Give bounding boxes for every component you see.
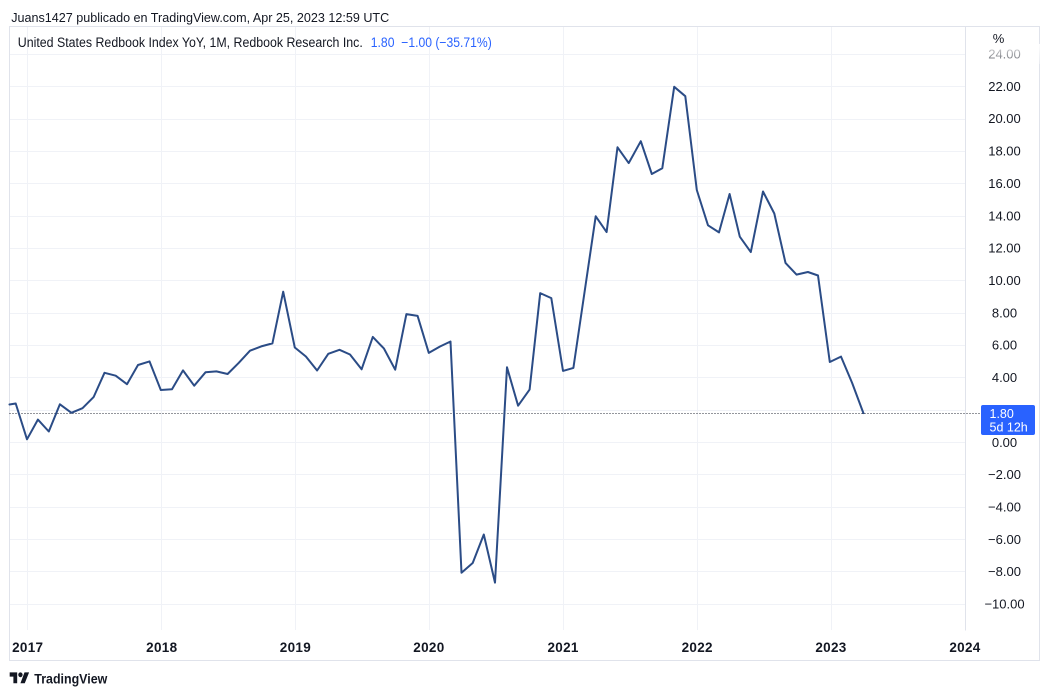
svg-text:−6.00: −6.00	[988, 532, 1021, 547]
svg-text:4.00: 4.00	[992, 370, 1017, 385]
svg-text:5d 12h: 5d 12h	[990, 421, 1028, 435]
svg-text:−8.00: −8.00	[988, 564, 1021, 579]
svg-text:18.00: 18.00	[988, 144, 1021, 159]
svg-text:2017: 2017	[12, 640, 43, 655]
svg-text:16.00: 16.00	[988, 176, 1021, 191]
svg-text:14.00: 14.00	[988, 208, 1021, 223]
svg-text:10.00: 10.00	[988, 273, 1021, 288]
svg-text:1.80: 1.80	[990, 407, 1014, 421]
svg-text:2018: 2018	[146, 640, 177, 655]
svg-text:6.00: 6.00	[992, 338, 1017, 353]
svg-text:12.00: 12.00	[988, 241, 1021, 256]
svg-text:United States Redbook Index Yo: United States Redbook Index YoY, 1M, Red…	[18, 35, 363, 50]
svg-text:2020: 2020	[413, 640, 444, 655]
svg-text:2023: 2023	[815, 640, 846, 655]
svg-text:−2.00: −2.00	[988, 467, 1021, 482]
svg-text:0.00: 0.00	[992, 435, 1017, 450]
svg-text:2022: 2022	[682, 640, 713, 655]
svg-text:2021: 2021	[547, 640, 578, 655]
svg-text:−4.00: −4.00	[988, 500, 1021, 515]
svg-text:1.80 −1.00 (−35.71%): 1.80 −1.00 (−35.71%)	[371, 35, 492, 50]
svg-text:22.00: 22.00	[988, 79, 1021, 94]
svg-text:%: %	[993, 31, 1005, 46]
svg-text:20.00: 20.00	[988, 111, 1021, 126]
svg-text:2019: 2019	[280, 640, 311, 655]
svg-text:TradingView: TradingView	[34, 672, 107, 687]
svg-text:2024: 2024	[949, 640, 980, 655]
svg-text:8.00: 8.00	[992, 305, 1017, 320]
svg-text:Juans1427 publicado en Trading: Juans1427 publicado en TradingView.com, …	[11, 10, 389, 25]
svg-text:−10.00: −10.00	[984, 597, 1024, 612]
